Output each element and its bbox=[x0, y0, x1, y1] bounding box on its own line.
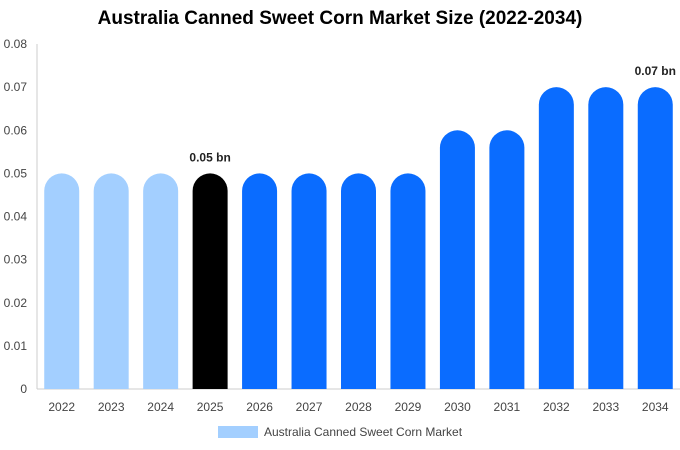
bar-2034 bbox=[637, 87, 673, 389]
legend: Australia Canned Sweet Corn Market bbox=[0, 425, 680, 439]
bar-2029 bbox=[390, 173, 426, 389]
x-tick-label: 2022 bbox=[48, 400, 75, 414]
data-label-2034: 0.07 bn bbox=[635, 64, 676, 78]
bar-2025 bbox=[192, 173, 228, 389]
bar-2031 bbox=[489, 130, 525, 389]
y-tick-label: 0.04 bbox=[4, 210, 28, 224]
bar-2022 bbox=[44, 173, 80, 389]
x-tick-label: 2025 bbox=[197, 400, 224, 414]
y-tick-label: 0.07 bbox=[4, 80, 28, 94]
x-tick-label: 2030 bbox=[444, 400, 471, 414]
y-tick-label: 0.08 bbox=[4, 37, 28, 51]
bar-2030 bbox=[439, 130, 475, 389]
x-tick-label: 2031 bbox=[494, 400, 521, 414]
x-tick-label: 2033 bbox=[592, 400, 619, 414]
y-tick-label: 0.06 bbox=[4, 123, 28, 137]
x-tick-label: 2023 bbox=[98, 400, 125, 414]
bar-2028 bbox=[341, 173, 376, 389]
legend-swatch bbox=[217, 426, 258, 438]
x-tick-label: 2034 bbox=[642, 400, 669, 414]
x-tick-label: 2029 bbox=[395, 400, 422, 414]
bar-2032 bbox=[538, 87, 574, 389]
y-tick-label: 0.01 bbox=[4, 339, 28, 353]
bar-2027 bbox=[291, 173, 327, 389]
legend-label: Australia Canned Sweet Corn Market bbox=[263, 425, 463, 439]
x-tick-label: 2024 bbox=[147, 400, 174, 414]
bar-2026 bbox=[242, 173, 278, 389]
data-label-2025: 0.05 bn bbox=[189, 150, 230, 164]
x-tick-label: 2032 bbox=[543, 400, 570, 414]
y-tick-label: 0.05 bbox=[4, 166, 28, 180]
bar-2023 bbox=[93, 173, 129, 389]
y-tick-label: 0 bbox=[20, 382, 27, 396]
y-tick-label: 0.02 bbox=[4, 296, 28, 310]
x-tick-label: 2026 bbox=[246, 400, 273, 414]
y-tick-label: 0.03 bbox=[4, 253, 28, 267]
bar-2024 bbox=[143, 173, 179, 389]
x-tick-label: 2027 bbox=[296, 400, 323, 414]
x-tick-label: 2028 bbox=[345, 400, 372, 414]
bar-2033 bbox=[588, 87, 624, 389]
chart-title: Australia Canned Sweet Corn Market Size … bbox=[97, 8, 583, 29]
